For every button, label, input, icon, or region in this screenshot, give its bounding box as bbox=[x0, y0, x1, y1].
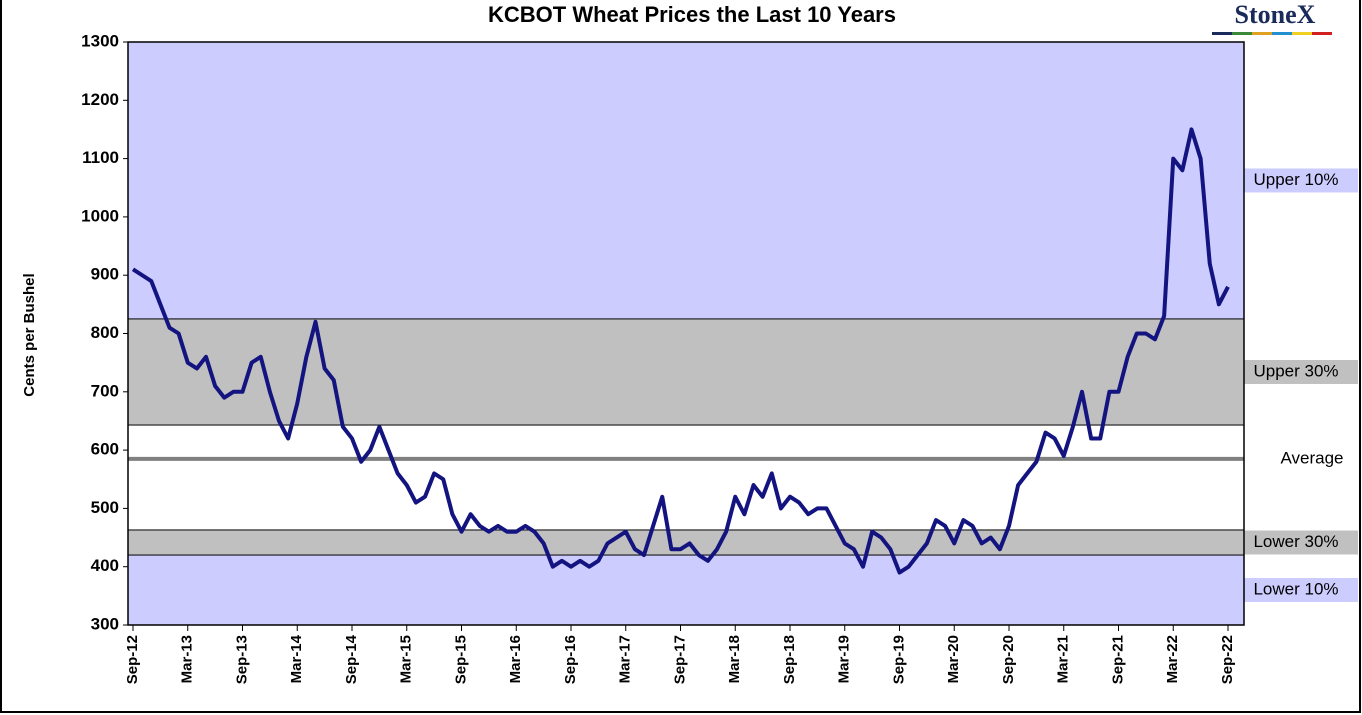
x-tick-label: Sep-12 bbox=[124, 635, 141, 684]
logo-stripe bbox=[1312, 32, 1332, 35]
y-tick-label: 900 bbox=[91, 265, 119, 284]
price-line bbox=[131, 127, 1230, 575]
x-tick-label: Sep-16 bbox=[562, 635, 579, 684]
x-tick-label: Sep-17 bbox=[671, 635, 688, 684]
y-tick-label: 1300 bbox=[81, 31, 119, 50]
y-tick-label: 600 bbox=[91, 440, 119, 459]
x-tick-label: Mar-16 bbox=[507, 635, 524, 683]
x-tick-label: Mar-20 bbox=[945, 635, 962, 683]
zone-label-box bbox=[1232, 530, 1358, 555]
logo-stripe bbox=[1252, 32, 1272, 35]
y-tick-label: 300 bbox=[91, 614, 119, 633]
chart-title: KCBOT Wheat Prices the Last 10 Years bbox=[488, 2, 896, 27]
zone-label: Lower 10% bbox=[1253, 580, 1338, 599]
middle-zone bbox=[128, 425, 1244, 530]
x-tick-label: Sep-18 bbox=[781, 635, 798, 684]
zone-band bbox=[127, 529, 1245, 556]
logo-stripe bbox=[1272, 32, 1292, 35]
y-tick-label: 700 bbox=[91, 381, 119, 400]
x-tick-label: Mar-14 bbox=[288, 634, 305, 683]
x-tick-label: Sep-14 bbox=[343, 634, 360, 684]
brand-logo: StoneX bbox=[1235, 0, 1316, 29]
y-tick-label: 800 bbox=[91, 323, 119, 342]
x-tick-label: Sep-20 bbox=[1000, 635, 1017, 684]
zone-label: Lower 30% bbox=[1253, 532, 1338, 551]
x-tick-label: Sep-22 bbox=[1219, 635, 1236, 684]
logo-stripe bbox=[1212, 32, 1232, 35]
x-tick-label: Mar-19 bbox=[836, 635, 853, 683]
x-tick-label: Mar-15 bbox=[398, 635, 415, 683]
zone-label: Average bbox=[1280, 448, 1343, 467]
zone-label: Upper 30% bbox=[1253, 361, 1338, 380]
x-tick-label: Mar-21 bbox=[1055, 635, 1072, 683]
y-tick-label: 500 bbox=[91, 498, 119, 517]
x-tick-label: Mar-18 bbox=[726, 635, 743, 683]
x-tick-label: Sep-13 bbox=[233, 635, 250, 684]
x-tick-label: Mar-22 bbox=[1164, 635, 1181, 683]
zone-label-box bbox=[1232, 359, 1358, 384]
x-tick-label: Mar-17 bbox=[617, 635, 634, 683]
y-tick-label: 1200 bbox=[81, 90, 119, 109]
y-tick-label: 1100 bbox=[82, 148, 119, 167]
y-tick-label: 1000 bbox=[81, 206, 119, 225]
zone-band bbox=[127, 318, 1245, 426]
y-axis-label: Cents per Bushel bbox=[21, 273, 38, 396]
y-tick-label: 400 bbox=[91, 556, 119, 575]
x-tick-label: Sep-21 bbox=[1109, 635, 1126, 684]
x-tick-label: Sep-19 bbox=[890, 635, 907, 684]
zone-label: Upper 10% bbox=[1253, 170, 1338, 189]
x-tick-label: Mar-13 bbox=[179, 635, 196, 683]
zone-label-box bbox=[1232, 578, 1358, 603]
x-tick-label: Sep-15 bbox=[452, 635, 469, 684]
logo-stripe bbox=[1232, 32, 1252, 35]
zone-label-box bbox=[1232, 168, 1358, 193]
logo-stripe bbox=[1292, 32, 1312, 35]
